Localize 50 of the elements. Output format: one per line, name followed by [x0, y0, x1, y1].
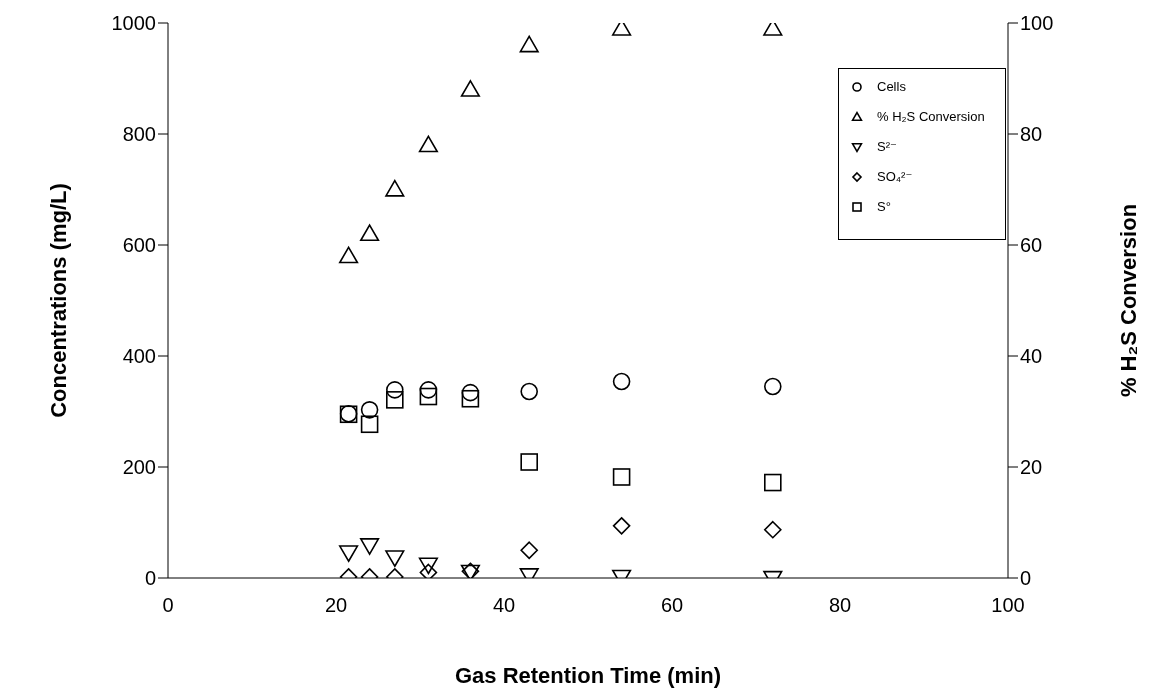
- y-tick-label: 1000: [111, 12, 156, 35]
- point: [461, 383, 480, 402]
- y2-tick-label: 40: [1020, 345, 1043, 368]
- point: [460, 80, 480, 97]
- point: [360, 224, 380, 242]
- y-tick-label: 0: [144, 567, 156, 590]
- point: [419, 381, 438, 399]
- point: [519, 35, 539, 53]
- point: [419, 387, 438, 406]
- y-axis-title: Concentrations (mg/L): [45, 183, 71, 418]
- y2-tick-label: 20: [1020, 456, 1043, 479]
- y2-tick-label: 80: [1020, 123, 1043, 146]
- legend-label: % H₂S Conversion: [877, 109, 985, 124]
- point: [360, 415, 379, 434]
- point: [520, 453, 538, 471]
- point: [764, 473, 782, 492]
- legend-label: SO₄²⁻: [877, 169, 913, 184]
- y2-axis-title: % H₂S Conversion: [1115, 203, 1141, 398]
- point: [461, 389, 480, 408]
- y-tick-label: 400: [122, 345, 156, 368]
- point: [418, 135, 438, 153]
- x-tick-label: 100: [991, 594, 1025, 617]
- y2-tick-label: 100: [1020, 12, 1054, 35]
- point: [764, 520, 782, 539]
- y2-tick-label: 60: [1020, 234, 1043, 257]
- point: [520, 541, 538, 560]
- y-tick-label: 200: [122, 456, 156, 479]
- x-tick-label: 60: [660, 594, 684, 617]
- point: [386, 391, 404, 409]
- y-tick-label: 800: [122, 123, 156, 146]
- point: [419, 563, 438, 578]
- legend-label: Cells: [877, 79, 906, 94]
- y-tick-label: 600: [122, 234, 156, 257]
- point: [764, 377, 782, 396]
- legend-label: S°: [877, 199, 891, 214]
- y2-tick-label: 0: [1020, 567, 1032, 590]
- x-tick-label: 20: [324, 594, 348, 617]
- point: [612, 468, 631, 486]
- legend-label: S²⁻: [877, 139, 897, 154]
- point: [612, 517, 631, 535]
- point: [360, 401, 379, 419]
- point: [385, 179, 405, 197]
- point: [339, 246, 359, 264]
- x-tick-label: 0: [162, 594, 174, 617]
- point: [386, 381, 404, 399]
- x-axis-title: Gas Retention Time (min): [454, 663, 722, 688]
- x-tick-label: 40: [492, 594, 516, 617]
- x-tick-label: 80: [828, 594, 852, 617]
- point: [520, 382, 538, 401]
- point: [612, 372, 631, 391]
